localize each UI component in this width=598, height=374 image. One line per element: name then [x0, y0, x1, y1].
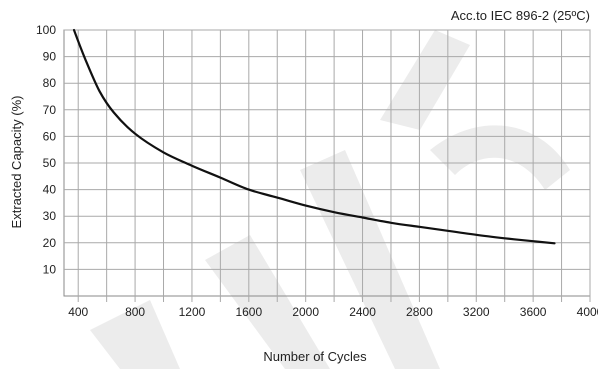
x-tick-label-1600: 1600 — [235, 305, 262, 319]
watermark-stroke-3 — [380, 30, 470, 130]
y-tick-label-30: 30 — [43, 209, 57, 223]
y-tick-label-70: 70 — [43, 103, 57, 117]
x-tick-label-2000: 2000 — [292, 305, 319, 319]
y-tick-label-90: 90 — [43, 50, 57, 64]
y-tick-label-50: 50 — [43, 156, 57, 170]
x-tick-label-1200: 1200 — [179, 305, 206, 319]
x-tick-label-2400: 2400 — [349, 305, 376, 319]
x-axis-label: Number of Cycles — [263, 349, 367, 364]
y-axis-ticks: 10 20 30 40 50 60 70 80 90 100 — [36, 23, 56, 276]
y-tick-label-60: 60 — [43, 129, 57, 143]
x-tick-label-3200: 3200 — [463, 305, 490, 319]
y-tick-label-10: 10 — [43, 262, 57, 276]
y-tick-label-100: 100 — [36, 23, 56, 37]
x-tick-label-3600: 3600 — [520, 305, 547, 319]
watermark-logo — [90, 30, 570, 369]
x-tick-label-4000: 4000 — [577, 305, 598, 319]
x-tick-label-800: 800 — [125, 305, 145, 319]
x-tick-label-400: 400 — [68, 305, 88, 319]
x-tick-label-2800: 2800 — [406, 305, 433, 319]
watermark-stroke-4 — [430, 125, 570, 190]
y-tick-label-40: 40 — [43, 183, 57, 197]
y-axis-label: Extracted Capacity (%) — [9, 96, 24, 229]
y-tick-label-20: 20 — [43, 236, 57, 250]
y-tick-label-80: 80 — [43, 76, 57, 90]
chart-annotation: Acc.to IEC 896-2 (25ºC) — [451, 8, 590, 23]
